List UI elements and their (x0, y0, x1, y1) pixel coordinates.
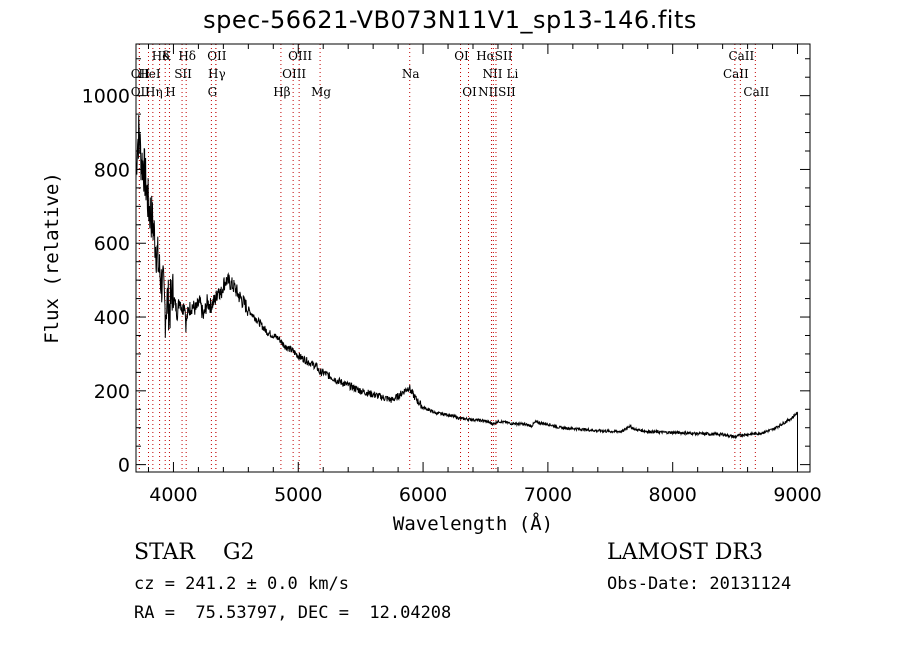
ra-dec-coords: RA = 75.53797, DEC = 12.04208 (134, 603, 452, 623)
spectral-line-label: Hγ (208, 67, 226, 81)
spectral-line-label: Hβ (273, 85, 290, 99)
x-tick-label: 5000 (274, 484, 322, 506)
survey-name: LAMOST DR3 (607, 540, 763, 565)
spectral-line-label: NII (482, 67, 502, 81)
chart-title: spec-56621-VB073N11V1_sp13-146.fits (203, 6, 697, 34)
y-tick-label: 0 (118, 455, 130, 477)
obs-date: Obs-Date: 20131124 (607, 574, 792, 594)
y-tick-label: 600 (94, 233, 130, 255)
y-tick-label: 800 (94, 159, 130, 181)
x-axis-label: Wavelength (Å) (393, 512, 553, 535)
x-tick-label: 8000 (649, 484, 697, 506)
spectral-line-label: OI (462, 85, 477, 99)
x-tick-label: 4000 (149, 484, 197, 506)
spectral-line-label: OIII (288, 49, 312, 63)
y-tick-label: 1000 (82, 86, 130, 108)
y-axis-label: Flux (relative) (41, 172, 63, 344)
spectral-line-label: K (162, 49, 172, 63)
plot-frame (135, 43, 811, 473)
x-tick-label: 9000 (773, 484, 821, 506)
spectral-line-label: CaII (723, 67, 749, 81)
spectral-line-label: G (208, 85, 218, 99)
spectral-line-label: NIISII (478, 85, 516, 99)
spectral-line-label: CaII (743, 85, 769, 99)
spectral-line-label: Hδ (178, 49, 196, 63)
spectral-line-label: SII (174, 67, 192, 81)
spectral-line-label: Mg (311, 85, 331, 99)
spectral-line-label: OII (207, 49, 227, 63)
spectral-line-label: CaII (728, 49, 754, 63)
spectral-line-label: HαSII (476, 49, 513, 63)
spectral-line-label: Na (402, 67, 420, 81)
spectral-line-label: OIII (282, 67, 306, 81)
spectrum-line (135, 115, 798, 465)
spectral-line-label: OI (454, 49, 469, 63)
spectral-line-label: Li (507, 67, 519, 81)
x-tick-label: 6000 (399, 484, 447, 506)
spectral-line-label: Hη (145, 85, 163, 99)
spectral-line-label: H (165, 85, 175, 99)
redshift-cz: cz = 241.2 ± 0.0 km/s (134, 574, 349, 594)
y-tick-label: 200 (94, 381, 130, 403)
y-tick-label: 400 (94, 307, 130, 329)
spectral-line-label: HeI (138, 67, 161, 81)
object-class: STAR G2 (134, 540, 255, 565)
x-tick-label: 7000 (524, 484, 572, 506)
